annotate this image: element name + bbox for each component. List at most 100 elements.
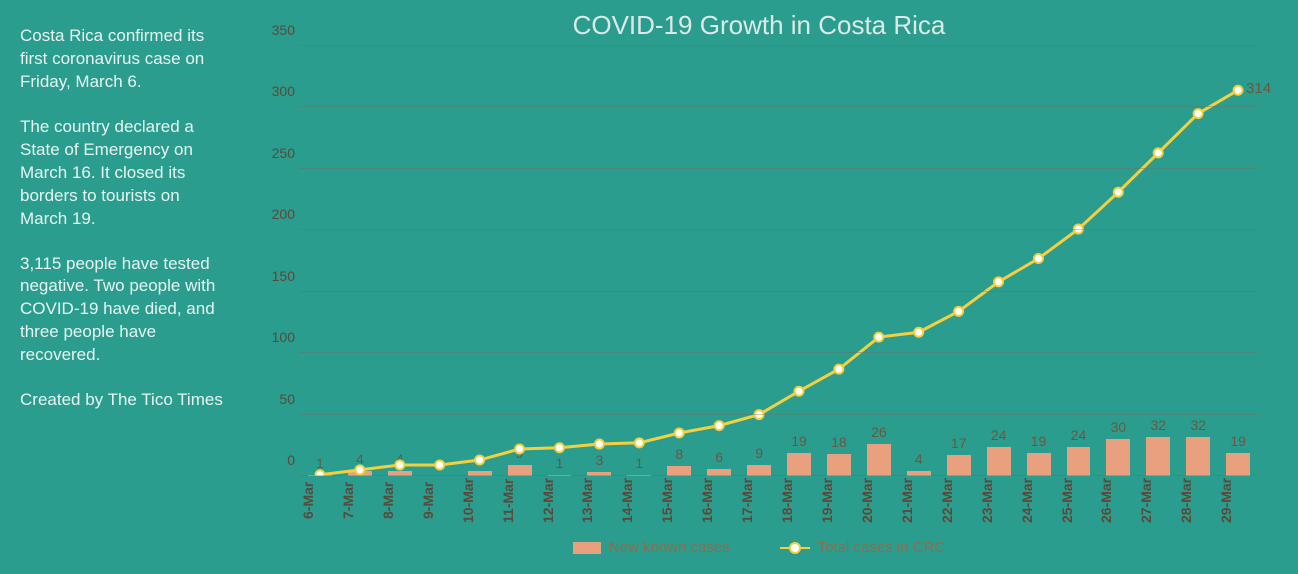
bar-value-label: 6 xyxy=(715,449,723,465)
bar-value-label: 32 xyxy=(1190,417,1206,433)
x-tick-label: 23-Mar xyxy=(979,476,1019,531)
bar-group: 9 xyxy=(500,46,540,476)
plot-region: 050100150200250300350 144049131869191826… xyxy=(300,46,1258,476)
bar xyxy=(947,455,971,476)
x-tick-label: 18-Mar xyxy=(779,476,819,531)
bar-group: 19 xyxy=(1019,46,1059,476)
x-tick-label: 14-Mar xyxy=(619,476,659,531)
x-tick-label: 28-Mar xyxy=(1178,476,1218,531)
y-tick: 50 xyxy=(255,391,295,407)
bar-value-label: 19 xyxy=(1230,433,1246,449)
x-tick-label: 8-Mar xyxy=(380,476,420,531)
bar-group: 4 xyxy=(380,46,420,476)
bar-value-label: 1 xyxy=(635,455,643,471)
bar xyxy=(1226,453,1250,476)
legend-swatch-bar xyxy=(573,542,601,554)
bar-value-label: 3 xyxy=(596,452,604,468)
legend-item-line: Total cases in CRC xyxy=(780,539,946,556)
x-tick-label: 9-Mar xyxy=(420,476,460,531)
bar-value-label: 4 xyxy=(396,451,404,467)
bar-value-label: 32 xyxy=(1151,417,1167,433)
sidebar-text: Costa Rica confirmed its first coronavir… xyxy=(0,0,250,574)
bar xyxy=(1027,453,1051,476)
y-axis: 050100150200250300350 xyxy=(255,46,295,476)
legend-label-line: Total cases in CRC xyxy=(818,539,946,556)
bar-group: 1 xyxy=(619,46,659,476)
bar-value-label: 0 xyxy=(436,456,444,472)
bar-value-label: 9 xyxy=(516,445,524,461)
x-tick-label: 13-Mar xyxy=(579,476,619,531)
gridline xyxy=(300,291,1258,292)
bar-group: 4 xyxy=(460,46,500,476)
bar-group: 24 xyxy=(1059,46,1099,476)
bar-group: 3 xyxy=(579,46,619,476)
x-tick-label: 12-Mar xyxy=(540,476,580,531)
bar-value-label: 17 xyxy=(951,435,967,451)
x-axis-labels: 6-Mar7-Mar8-Mar9-Mar10-Mar11-Mar12-Mar13… xyxy=(300,476,1258,531)
gridline xyxy=(300,414,1258,415)
bar-value-label: 30 xyxy=(1111,419,1127,435)
sidebar-para-1: Costa Rica confirmed its first coronavir… xyxy=(20,25,230,94)
x-tick-label: 20-Mar xyxy=(859,476,899,531)
gridline xyxy=(300,229,1258,230)
x-tick-label: 24-Mar xyxy=(1019,476,1059,531)
bar-value-label: 8 xyxy=(675,446,683,462)
bars-container: 14404913186919182641724192430323219 xyxy=(300,46,1258,476)
bar-group: 32 xyxy=(1138,46,1178,476)
y-tick: 350 xyxy=(255,22,295,38)
chart-area: COVID-19 Growth in Costa Rica 0501001502… xyxy=(250,0,1298,574)
bar xyxy=(1146,437,1170,476)
sidebar-para-4: Created by The Tico Times xyxy=(20,389,230,412)
bar xyxy=(1106,439,1130,476)
bar-value-label: 1 xyxy=(316,455,324,471)
bar xyxy=(1186,437,1210,476)
bar-value-label: 4 xyxy=(476,451,484,467)
line-end-label: 314 xyxy=(1246,80,1271,97)
x-tick-label: 27-Mar xyxy=(1138,476,1178,531)
bar-group: 26 xyxy=(859,46,899,476)
gridline xyxy=(300,45,1258,46)
bar-value-label: 1 xyxy=(556,455,564,471)
bar-group: 0 xyxy=(420,46,460,476)
chart-title: COVID-19 Growth in Costa Rica xyxy=(250,10,1268,41)
gridline xyxy=(300,168,1258,169)
bar-group: 19 xyxy=(1218,46,1258,476)
y-tick: 300 xyxy=(255,83,295,99)
bar-group: 4 xyxy=(899,46,939,476)
y-tick: 100 xyxy=(255,329,295,345)
bar-group: 1 xyxy=(540,46,580,476)
bar-value-label: 19 xyxy=(791,433,807,449)
x-tick-label: 7-Mar xyxy=(340,476,380,531)
bar-group: 30 xyxy=(1098,46,1138,476)
bar-value-label: 9 xyxy=(755,445,763,461)
x-tick-label: 25-Mar xyxy=(1059,476,1099,531)
bar-group: 4 xyxy=(340,46,380,476)
x-tick-label: 29-Mar xyxy=(1218,476,1258,531)
legend: New known cases Total cases in CRC xyxy=(250,539,1268,556)
x-tick-label: 11-Mar xyxy=(500,476,540,531)
bar xyxy=(1067,447,1091,476)
legend-item-bars: New known cases xyxy=(573,539,730,556)
bar-value-label: 26 xyxy=(871,424,887,440)
x-tick-label: 17-Mar xyxy=(739,476,779,531)
legend-label-bars: New known cases xyxy=(609,539,730,556)
bar-group: 9 xyxy=(739,46,779,476)
gridline xyxy=(300,352,1258,353)
x-tick-label: 26-Mar xyxy=(1098,476,1138,531)
bar-group: 19 xyxy=(779,46,819,476)
bar-value-label: 24 xyxy=(991,427,1007,443)
x-tick-label: 6-Mar xyxy=(300,476,340,531)
bar-value-label: 4 xyxy=(915,451,923,467)
bar-value-label: 18 xyxy=(831,434,847,450)
bar xyxy=(827,454,851,476)
bar xyxy=(787,453,811,476)
bar-group: 17 xyxy=(939,46,979,476)
legend-swatch-line xyxy=(780,547,810,549)
x-tick-label: 22-Mar xyxy=(939,476,979,531)
y-tick: 200 xyxy=(255,206,295,222)
bar-group: 18 xyxy=(819,46,859,476)
bar xyxy=(867,444,891,476)
x-tick-label: 21-Mar xyxy=(899,476,939,531)
gridline xyxy=(300,106,1258,107)
x-tick-label: 15-Mar xyxy=(659,476,699,531)
